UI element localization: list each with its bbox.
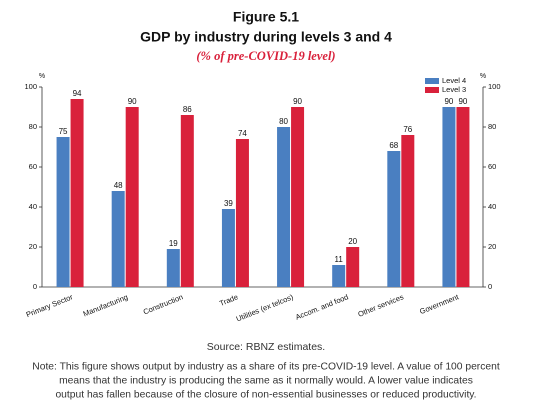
y2-tick-label: 100 <box>488 82 501 91</box>
bar <box>346 247 360 287</box>
bar <box>180 115 194 287</box>
bar <box>70 99 84 287</box>
x-tick-label: Accom. and food <box>294 292 350 321</box>
value-label: 39 <box>224 199 233 208</box>
value-label: 68 <box>389 141 398 150</box>
y2-axis-label: % <box>480 73 486 80</box>
bar <box>332 265 346 287</box>
chart-caption: (% of pre-COVID-19 level) <box>196 49 335 63</box>
bar <box>56 137 70 287</box>
x-tick-label: Primary Sector <box>25 292 75 319</box>
chart-title: Figure 5.1 <box>233 9 299 25</box>
chart-subtitle: GDP by industry during levels 3 and 4 <box>140 29 392 45</box>
bar <box>125 107 139 287</box>
value-label: 90 <box>128 97 137 106</box>
legend-label: Level 4 <box>442 76 466 85</box>
y-tick-label: 0 <box>33 282 37 291</box>
y-tick-label: 40 <box>29 202 37 211</box>
legend-label: Level 3 <box>442 85 466 94</box>
value-label: 11 <box>335 255 344 264</box>
y-tick-label: 80 <box>29 122 37 131</box>
x-tick-label: Construction <box>142 292 184 316</box>
y-tick-label: 60 <box>29 162 37 171</box>
value-label: 74 <box>238 129 247 138</box>
y2-tick-label: 60 <box>488 162 496 171</box>
x-tick-label: Trade <box>218 292 239 308</box>
x-tick-label: Other services <box>357 292 405 319</box>
y2-tick-label: 80 <box>488 122 496 131</box>
legend-swatch <box>425 87 439 93</box>
bar <box>387 151 401 287</box>
value-label: 94 <box>73 89 82 98</box>
bar <box>456 107 470 287</box>
legend-swatch <box>425 78 439 84</box>
value-label: 19 <box>169 239 178 248</box>
y2-tick-label: 0 <box>488 282 492 291</box>
bar <box>111 191 125 287</box>
bar <box>166 249 180 287</box>
x-tick-label: Government <box>418 292 460 316</box>
x-tick-label: Manufacturing <box>82 292 129 318</box>
value-label: 90 <box>444 97 453 106</box>
value-label: 75 <box>59 127 68 136</box>
value-label: 20 <box>348 237 357 246</box>
y2-tick-label: 40 <box>488 202 496 211</box>
value-label: 86 <box>183 105 192 114</box>
y-tick-label: 100 <box>24 82 37 91</box>
bar <box>291 107 305 287</box>
bar <box>221 209 235 287</box>
y-tick-label: 20 <box>29 242 37 251</box>
note-line: output has fallen because of the closure… <box>55 390 476 401</box>
source: Source: RBNZ estimates. <box>207 341 325 353</box>
note-line: Note: This figure shows output by indust… <box>32 362 500 373</box>
value-label: 80 <box>279 117 288 126</box>
value-label: 90 <box>458 97 467 106</box>
bar <box>401 135 415 287</box>
x-tick-label: Utilities (ex telcos) <box>235 292 295 323</box>
bar <box>277 127 291 287</box>
note-line: means that the industry is producing the… <box>59 376 473 387</box>
y-axis-label: % <box>39 73 45 80</box>
bar <box>442 107 456 287</box>
value-label: 48 <box>114 181 123 190</box>
bar <box>235 139 249 287</box>
value-label: 90 <box>293 97 302 106</box>
y2-tick-label: 20 <box>488 242 496 251</box>
value-label: 76 <box>403 125 412 134</box>
